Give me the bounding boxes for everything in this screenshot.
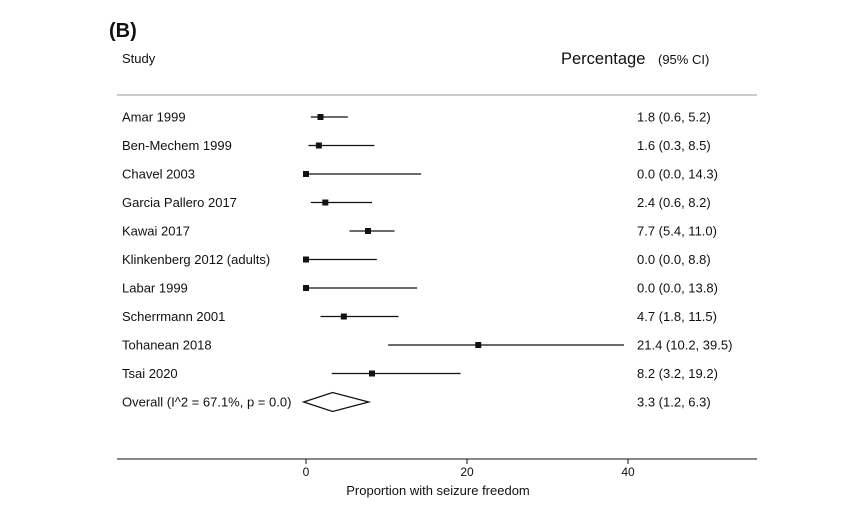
ci-text: 1.8 (0.6, 5.2) bbox=[637, 110, 711, 125]
study-label: Scherrmann 2001 bbox=[122, 309, 225, 324]
point-estimate-marker bbox=[364, 228, 371, 234]
study-row: Scherrmann 2001 4.7 (1.8, 11.5) bbox=[122, 309, 717, 324]
study-row: Ben-Mechem 1999 1.6 (0.3, 8.5) bbox=[122, 138, 711, 153]
study-row: Tohanean 2018 21.4 (10.2, 39.5) bbox=[122, 338, 732, 353]
study-row: Labar 1999 0.0 (0.0, 13.8) bbox=[122, 281, 718, 296]
study-row: Amar 1999 1.8 (0.6, 5.2) bbox=[122, 110, 711, 125]
ci-text: 0.0 (0.0, 14.3) bbox=[637, 167, 718, 182]
ci-text: 2.4 (0.6, 8.2) bbox=[637, 195, 711, 210]
study-label: Chavel 2003 bbox=[122, 167, 195, 182]
point-estimate-marker bbox=[303, 285, 309, 291]
study-label: Labar 1999 bbox=[122, 281, 188, 296]
ci-text: 4.7 (1.8, 11.5) bbox=[637, 309, 717, 324]
study-label: Tsai 2020 bbox=[122, 366, 178, 381]
x-axis-ticks: 0 20 40 bbox=[303, 459, 635, 479]
x-tick-label: 40 bbox=[621, 465, 635, 479]
overall-ci-text: 3.3 (1.2, 6.3) bbox=[637, 395, 711, 410]
study-row: Tsai 2020 8.2 (3.2, 19.2) bbox=[122, 366, 718, 381]
point-estimate-marker bbox=[303, 171, 309, 177]
point-estimate-marker bbox=[475, 342, 482, 348]
point-estimate-marker bbox=[303, 256, 309, 263]
point-estimate-marker bbox=[317, 114, 324, 120]
ci-text: 1.6 (0.3, 8.5) bbox=[637, 138, 711, 153]
ci-text: 0.0 (0.0, 13.8) bbox=[637, 281, 718, 296]
study-row: Chavel 2003 0.0 (0.0, 14.3) bbox=[122, 167, 718, 182]
overall-diamond bbox=[301, 391, 372, 413]
x-tick-label: 20 bbox=[460, 465, 474, 479]
point-estimate-marker bbox=[315, 142, 322, 149]
percentage-column-header: Percentage bbox=[561, 50, 645, 68]
panel-label: (B) bbox=[109, 20, 137, 42]
study-label: Tohanean 2018 bbox=[122, 338, 212, 353]
point-estimate-marker bbox=[322, 199, 329, 206]
x-axis-label: Proportion with seizure freedom bbox=[346, 483, 530, 498]
study-label: Amar 1999 bbox=[122, 110, 186, 125]
overall-row: Overall (I^2 = 67.1%, p = 0.0) 3.3 (1.2, … bbox=[122, 391, 711, 413]
study-rows: Amar 1999 1.8 (0.6, 5.2) Ben-Mechem 1999 1.… bbox=[122, 110, 732, 382]
study-row: Klinkenberg 2012 (adults) 0.0 (0.0, 8.8) bbox=[122, 252, 711, 267]
study-column-header: Study bbox=[122, 51, 156, 66]
study-label: Garcia Pallero 2017 bbox=[122, 195, 237, 210]
ci-text: 8.2 (3.2, 19.2) bbox=[637, 366, 718, 381]
study-label: Ben-Mechem 1999 bbox=[122, 138, 232, 153]
ci-column-header: (95% CI) bbox=[658, 52, 709, 67]
study-row: Garcia Pallero 2017 2.4 (0.6, 8.2) bbox=[122, 195, 711, 210]
study-label: Kawai 2017 bbox=[122, 224, 190, 239]
study-label: Klinkenberg 2012 (adults) bbox=[122, 252, 270, 267]
point-estimate-marker bbox=[340, 313, 347, 320]
ci-text: 0.0 (0.0, 8.8) bbox=[637, 252, 711, 267]
ci-text: 7.7 (5.4, 11.0) bbox=[637, 224, 717, 239]
overall-label: Overall (I^2 = 67.1%, p = 0.0) bbox=[122, 395, 291, 410]
point-estimate-marker bbox=[369, 370, 376, 377]
ci-text: 21.4 (10.2, 39.5) bbox=[637, 338, 732, 353]
x-tick-label: 0 bbox=[303, 465, 310, 479]
study-row: Kawai 2017 7.7 (5.4, 11.0) bbox=[122, 224, 717, 239]
